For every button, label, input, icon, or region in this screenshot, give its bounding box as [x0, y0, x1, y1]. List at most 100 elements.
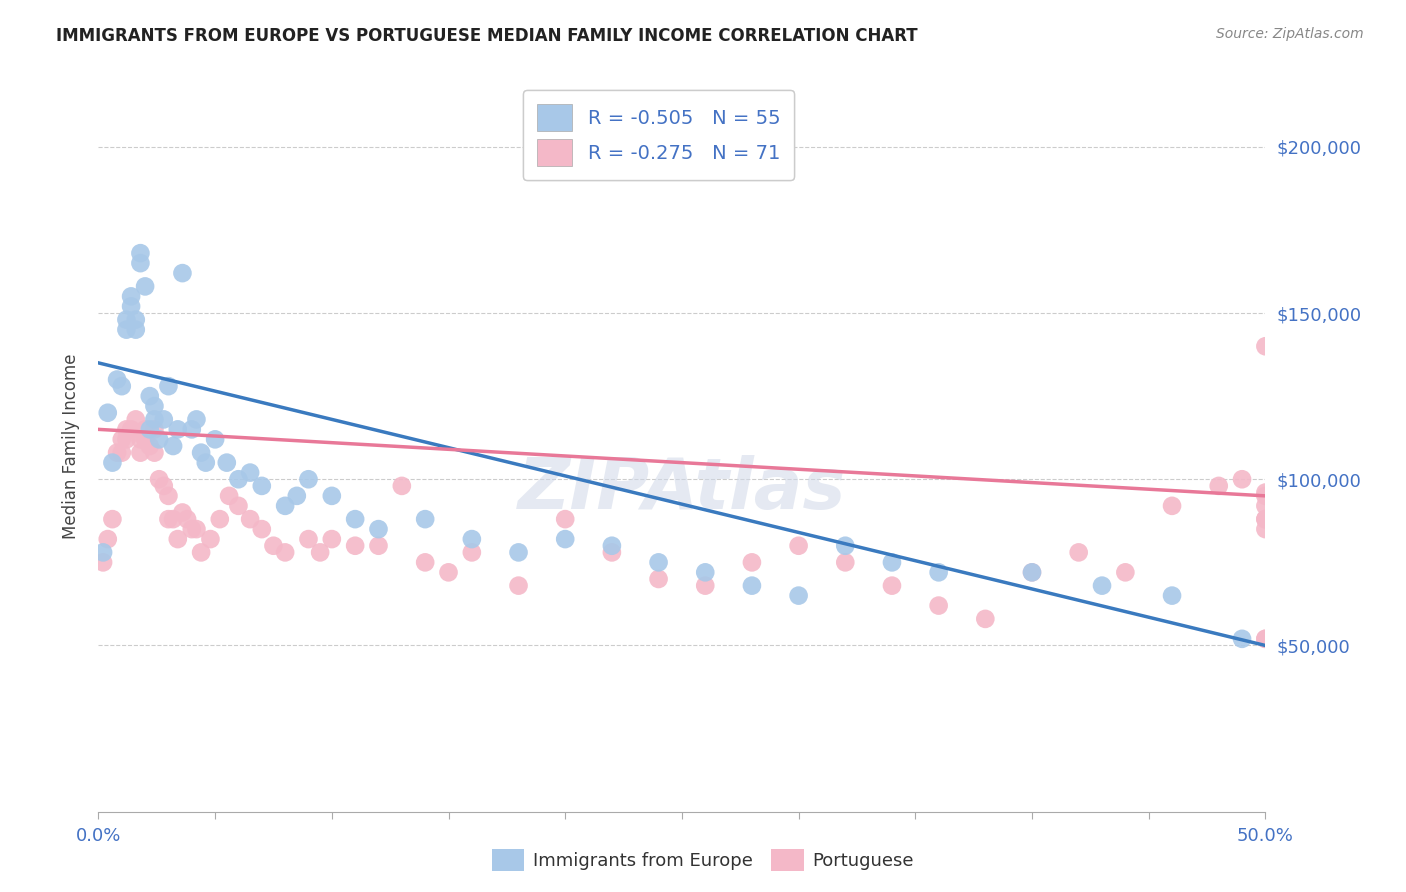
- Point: [218, 489, 240, 503]
- Point: [1254, 512, 1277, 526]
- Point: [741, 579, 763, 593]
- Point: [695, 579, 717, 593]
- Point: [321, 532, 343, 546]
- Text: IMMIGRANTS FROM EUROPE VS PORTUGUESE MEDIAN FAMILY INCOME CORRELATION CHART: IMMIGRANTS FROM EUROPE VS PORTUGUESE MED…: [56, 27, 918, 45]
- Point: [115, 323, 138, 337]
- Point: [880, 579, 903, 593]
- Point: [600, 545, 623, 559]
- Point: [97, 532, 120, 546]
- Point: [262, 539, 284, 553]
- Point: [1254, 522, 1277, 536]
- Point: [1254, 512, 1277, 526]
- Point: [148, 433, 170, 447]
- Point: [111, 433, 134, 447]
- Legend: R = -0.505   N = 55, R = -0.275   N = 71: R = -0.505 N = 55, R = -0.275 N = 71: [523, 90, 794, 180]
- Point: [250, 479, 273, 493]
- Point: [321, 489, 343, 503]
- Point: [297, 532, 319, 546]
- Point: [115, 433, 138, 447]
- Point: [148, 472, 170, 486]
- Point: [111, 445, 134, 459]
- Point: [928, 566, 950, 580]
- Point: [186, 412, 208, 426]
- Text: Source: ZipAtlas.com: Source: ZipAtlas.com: [1216, 27, 1364, 41]
- Point: [1021, 566, 1043, 580]
- Point: [91, 555, 114, 569]
- Point: [928, 599, 950, 613]
- Point: [120, 422, 142, 436]
- Point: [228, 472, 250, 486]
- Point: [1254, 339, 1277, 353]
- Point: [204, 433, 226, 447]
- Point: [508, 545, 530, 559]
- Point: [91, 545, 114, 559]
- Point: [143, 445, 166, 459]
- Point: [134, 279, 156, 293]
- Y-axis label: Median Family Income: Median Family Income: [62, 353, 80, 539]
- Point: [285, 489, 308, 503]
- Point: [97, 406, 120, 420]
- Point: [162, 512, 184, 526]
- Point: [787, 539, 810, 553]
- Point: [125, 323, 148, 337]
- Point: [344, 512, 367, 526]
- Point: [157, 379, 180, 393]
- Point: [115, 312, 138, 326]
- Point: [413, 512, 436, 526]
- Point: [344, 539, 367, 553]
- Legend: Immigrants from Europe, Portuguese: Immigrants from Europe, Portuguese: [485, 842, 921, 879]
- Point: [139, 439, 162, 453]
- Point: [741, 555, 763, 569]
- Point: [166, 422, 188, 436]
- Point: [413, 555, 436, 569]
- Point: [274, 545, 297, 559]
- Point: [186, 522, 208, 536]
- Point: [461, 532, 484, 546]
- Point: [180, 422, 202, 436]
- Point: [834, 539, 856, 553]
- Point: [1230, 472, 1253, 486]
- Point: [437, 566, 460, 580]
- Point: [139, 422, 162, 436]
- Point: [152, 412, 174, 426]
- Point: [274, 499, 297, 513]
- Point: [391, 479, 413, 493]
- Point: [105, 445, 128, 459]
- Point: [129, 246, 152, 260]
- Point: [554, 532, 576, 546]
- Point: [215, 456, 238, 470]
- Point: [239, 512, 262, 526]
- Point: [508, 579, 530, 593]
- Point: [250, 522, 273, 536]
- Point: [111, 379, 134, 393]
- Point: [695, 566, 717, 580]
- Point: [152, 479, 174, 493]
- Point: [647, 555, 669, 569]
- Point: [101, 456, 124, 470]
- Point: [139, 389, 162, 403]
- Point: [461, 545, 484, 559]
- Point: [101, 512, 124, 526]
- Point: [1161, 499, 1184, 513]
- Point: [1067, 545, 1090, 559]
- Point: [554, 512, 576, 526]
- Point: [134, 422, 156, 436]
- Point: [180, 522, 202, 536]
- Point: [172, 506, 194, 520]
- Point: [974, 612, 997, 626]
- Point: [143, 399, 166, 413]
- Point: [157, 512, 180, 526]
- Point: [1161, 589, 1184, 603]
- Point: [1230, 632, 1253, 646]
- Point: [190, 545, 212, 559]
- Point: [115, 422, 138, 436]
- Point: [1254, 632, 1277, 646]
- Point: [239, 466, 262, 480]
- Point: [1254, 499, 1277, 513]
- Point: [143, 422, 166, 436]
- Point: [157, 489, 180, 503]
- Point: [129, 256, 152, 270]
- Point: [1254, 632, 1277, 646]
- Point: [105, 372, 128, 386]
- Point: [228, 499, 250, 513]
